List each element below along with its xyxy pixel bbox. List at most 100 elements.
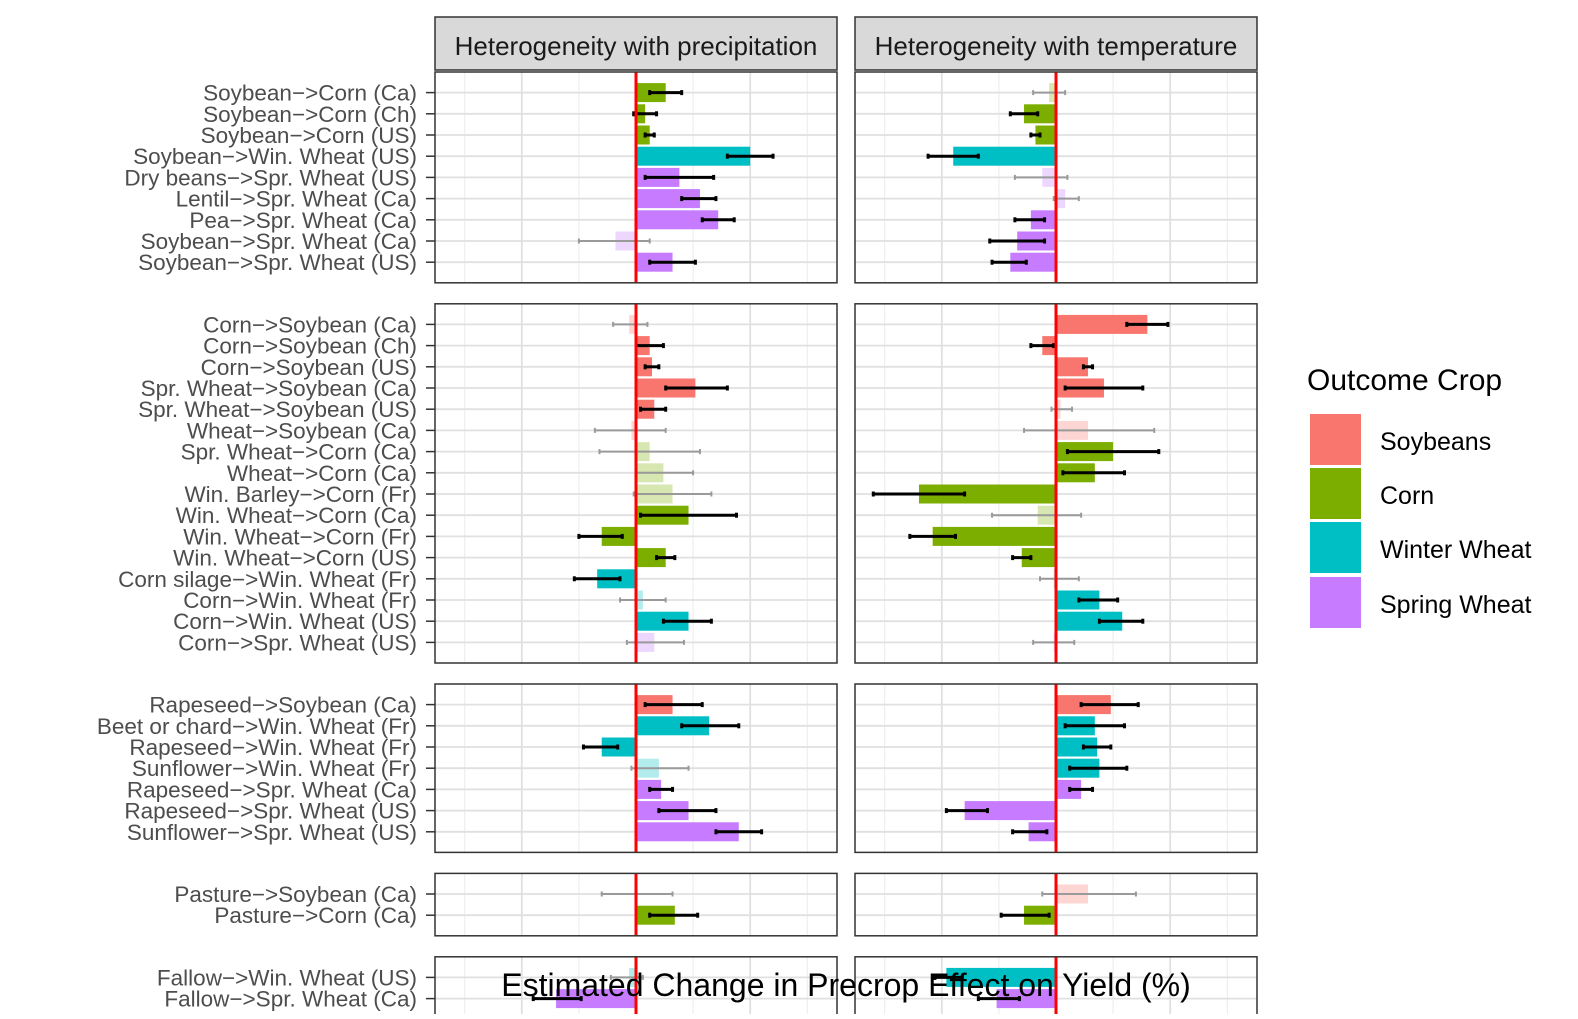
strip-temp-bg	[854, 16, 1258, 71]
bar-precip-2-12	[636, 548, 666, 568]
errorbar-precip-3-2	[680, 723, 741, 729]
row-label: Pea−>Spr. Wheat (Ca)	[189, 208, 417, 233]
errorbar-temp-2-10	[991, 512, 1083, 518]
row-label: Corn−>Spr. Wheat (US)	[178, 630, 417, 655]
errorbar-temp-1-8	[988, 238, 1047, 244]
errorbar-temp-1-1	[1032, 90, 1067, 96]
errorbar-precip-1-4	[725, 153, 775, 159]
row-label: Sunflower−>Spr. Wheat (US)	[127, 820, 417, 845]
errorbar-precip-2-10	[639, 512, 738, 518]
errorbar-precip-2-5	[639, 406, 668, 412]
errorbar-precip-2-15	[661, 618, 713, 624]
errorbar-temp-2-9	[871, 491, 967, 497]
legend-key-soybeans	[1310, 414, 1361, 465]
row-label: Fallow−>Spr. Wheat (Ca)	[164, 987, 417, 1012]
strip-precip-title: Heterogeneity with precipitation	[455, 31, 818, 61]
errorbar-temp-2-14	[1077, 597, 1120, 603]
row-label: Pasture−>Corn (Ca)	[214, 903, 417, 928]
errorbar-temp-3-4	[1068, 765, 1129, 771]
errorbar-temp-3-5	[1068, 786, 1095, 792]
errorbar-precip-2-3	[643, 364, 661, 370]
errorbar-temp-2-2	[1029, 343, 1056, 349]
bar-temp-2-15	[1056, 611, 1123, 631]
legend-key-winter-wheat	[1310, 522, 1361, 573]
row-label: Fallow−>Win. Wheat (US)	[157, 965, 417, 990]
panel-border	[854, 71, 1258, 284]
bar-precip-1-3	[636, 125, 650, 145]
errorbar-precip-2-6	[593, 427, 667, 433]
errorbar-temp-2-4	[1063, 385, 1145, 391]
errorbar-precip-2-1	[612, 321, 649, 327]
legend-label-spring-wheat: Spring Wheat	[1380, 591, 1532, 619]
bar-temp-1-9	[1010, 252, 1056, 272]
row-label: Soybean−>Corn (Ch)	[203, 102, 417, 127]
x-axis-title: Estimated Change in Precrop Effect on Yi…	[501, 967, 1191, 1003]
errorbar-temp-1-4	[926, 153, 980, 159]
bar-temp-3-6	[964, 801, 1056, 821]
errorbar-precip-1-1	[648, 90, 684, 96]
errorbar-precip-1-6	[680, 196, 718, 202]
legend-label-corn: Corn	[1380, 482, 1434, 510]
row-label: Rapeseed−>Spr. Wheat (US)	[124, 799, 417, 824]
facet-strips-layer: Heterogeneity with precipitation Heterog…	[434, 16, 1258, 71]
panel-precip-group-3	[434, 683, 838, 854]
bar-temp-2-11	[932, 526, 1056, 546]
errorbar-temp-1-3	[1029, 132, 1042, 138]
errorbar-precip-3-1	[643, 702, 704, 708]
errorbar-temp-2-11	[908, 533, 957, 539]
errorbar-temp-2-13	[1039, 576, 1080, 582]
errorbar-temp-1-7	[1013, 217, 1047, 223]
row-label: Win. Wheat−>Corn (US)	[173, 546, 417, 571]
row-label: Soybean−>Win. Wheat (US)	[133, 144, 417, 169]
panel-temp-group-1	[854, 71, 1258, 284]
row-label: Soybean−>Spr. Wheat (Ca)	[141, 229, 417, 254]
row-label: Corn silage−>Win. Wheat (Fr)	[118, 567, 417, 592]
bar-temp-2-1	[1056, 314, 1148, 334]
strip-temp-title: Heterogeneity with temperature	[875, 31, 1238, 61]
row-label: Spr. Wheat−>Soybean (US)	[138, 397, 417, 422]
errorbar-temp-4-2	[999, 912, 1051, 918]
errorbar-temp-2-6	[1023, 427, 1156, 433]
errorbar-precip-3-7	[714, 829, 764, 835]
bar-temp-2-9	[918, 484, 1056, 504]
row-label: Soybean−>Spr. Wheat (US)	[138, 250, 417, 275]
panel-precip-group-2	[434, 303, 838, 664]
bar-precip-1-6	[636, 189, 700, 209]
errorbar-temp-3-2	[1063, 723, 1127, 729]
errorbar-temp-2-7	[1065, 449, 1161, 455]
row-label: Sunflower−>Win. Wheat (Fr)	[132, 756, 417, 781]
errorbar-precip-2-7	[598, 449, 701, 455]
bar-precip-1-4	[636, 146, 751, 166]
panel-temp-group-2	[854, 303, 1258, 664]
errorbar-precip-3-5	[648, 786, 675, 792]
errorbar-precip-2-11	[577, 533, 624, 539]
errorbar-precip-1-8	[577, 238, 651, 244]
row-label: Win. Barley−>Corn (Fr)	[184, 482, 417, 507]
panel-temp-group-5	[854, 956, 1258, 1019]
errorbar-precip-2-14	[619, 597, 667, 603]
errorbar-precip-1-9	[648, 259, 697, 265]
panel-border	[854, 683, 1258, 854]
row-label: Dry beans−>Spr. Wheat (US)	[124, 165, 417, 190]
bar-temp-3-3	[1056, 737, 1098, 757]
row-label: Corn−>Soybean (US)	[201, 355, 417, 380]
errorbar-temp-3-1	[1079, 702, 1140, 708]
bar-temp-1-2	[1024, 104, 1056, 124]
panel-border	[854, 956, 1258, 1019]
errorbar-temp-2-16	[1032, 639, 1076, 645]
bar-precip-1-7	[636, 210, 719, 230]
row-label: Soybean−>Corn (US)	[201, 123, 417, 148]
errorbar-precip-2-9	[632, 491, 713, 497]
errorbar-temp-2-8	[1061, 470, 1127, 476]
row-label: Win. Wheat−>Corn (Fr)	[183, 524, 417, 549]
row-label: Lentil−>Spr. Wheat (Ca)	[176, 187, 417, 212]
row-labels-layer: Soybean−>Corn (Ca)Soybean−>Corn (Ch)Soyb…	[97, 81, 435, 1012]
panel-temp-group-3	[854, 683, 1258, 854]
errorbar-precip-1-5	[643, 174, 716, 180]
errorbar-temp-2-3	[1081, 364, 1095, 370]
errorbar-precip-2-4	[664, 385, 729, 391]
bar-temp-5-2	[996, 989, 1056, 1009]
bar-temp-1-3	[1035, 125, 1056, 145]
panels-layer	[434, 71, 1258, 1019]
row-label: Corn−>Soybean (Ch)	[203, 334, 417, 359]
